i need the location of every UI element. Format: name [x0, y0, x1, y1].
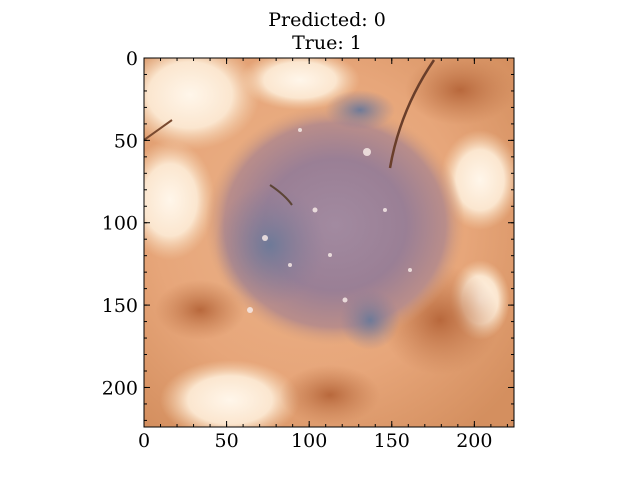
x-tick-label: 100: [291, 430, 327, 452]
x-tick-label: 200: [456, 430, 492, 452]
x-tick-label: 150: [374, 430, 410, 452]
y-tick-label: 100: [102, 213, 138, 235]
y-tick-label: 0: [126, 48, 138, 70]
y-tick-label: 50: [114, 130, 138, 152]
y-tick-label: 150: [102, 295, 138, 317]
chart-title-line2: True: 1: [292, 32, 362, 54]
x-tick-label: 0: [138, 430, 150, 452]
y-tick-label: 200: [102, 377, 138, 399]
chart-title-line1: Predicted: 0: [268, 9, 386, 31]
lesion-image: [144, 58, 514, 427]
axes-frame: [143, 57, 515, 428]
x-tick-label: 50: [214, 430, 238, 452]
axis-ticks: 0 50 100 150 200 0 50 100 150 200: [102, 48, 514, 452]
